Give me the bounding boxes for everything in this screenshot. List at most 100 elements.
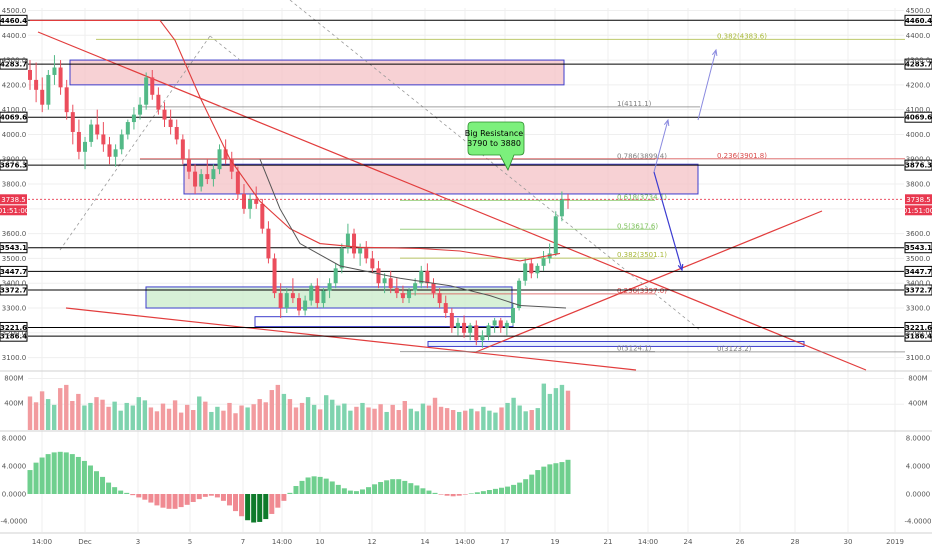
x-tick: 3 [136,538,140,546]
candle-body [254,198,259,204]
volume-bar [215,406,220,430]
moving-average-layer [30,19,567,309]
candle-body [138,104,143,115]
y-tick-left: 3800.0 [2,181,27,189]
level-tag-right-text: 3543.1 [905,244,932,252]
candle-body [303,300,308,311]
y-tick-left: 4200.0 [2,81,27,89]
candle-body [76,131,81,152]
candle-body [186,159,191,172]
oscillator-bar [93,471,99,494]
volume-bar [463,410,468,430]
volume-bar [88,402,93,430]
candle-body [480,335,485,341]
level-tag-right [904,330,932,342]
volume-bar [287,399,293,430]
candle-body [211,169,216,180]
volume-bar [106,406,111,430]
oscillator-bar [366,487,372,494]
oscillator-bar [136,494,142,498]
volume-bar [124,402,129,430]
oscillator-bar [208,494,214,496]
oscillator-bar [535,470,541,494]
candle-body [217,149,222,170]
oscillator-bar [480,491,486,494]
volume-bar [311,404,317,430]
oscillator-bar [245,494,251,521]
candle-body [174,127,179,140]
volume-bar [299,402,305,430]
dashed-guide [209,35,241,61]
y-tick-right: 4400.0 [906,32,931,40]
oscillator-bar [87,465,93,494]
oscillator-bar [474,492,480,494]
volume-bar [293,407,299,430]
x-tick: Dec [78,538,92,546]
oscillator-bar [275,494,281,508]
oscillator-bar [233,494,239,512]
resistance-zone [183,163,699,195]
level-tag-right-text: 4069.6 [905,114,932,122]
oscillator-bar [359,489,365,494]
candle-body [272,258,277,294]
y-tick-right: 3500.0 [906,255,931,263]
fib-label: 1(4111.1) [617,100,652,108]
level-tag-right [904,58,932,70]
candle-body [559,198,564,217]
oscillator-bar [293,486,299,494]
osc-tick-left: -4.0000 [0,518,27,526]
level-tag-right [904,284,932,296]
candle-body [113,149,118,157]
oscillator-bar [317,476,323,494]
oscillator-bar [118,490,124,494]
level-tag-left [0,330,28,342]
osc-tick-right: -4.0000 [904,518,931,526]
volume-bar [64,384,69,430]
oscillator-bar [438,494,444,495]
candle-body [407,290,412,299]
volume-bar [257,399,262,430]
oscillator-bar [81,460,87,494]
volume-bar [559,384,565,430]
arrow-up-2-head [711,48,718,57]
x-tick: 2019 [886,538,904,546]
oscillator-bar [384,480,390,494]
volume-bar [58,388,63,430]
x-tick: 10 [316,538,325,546]
y-tick-right: 3100.0 [906,354,931,362]
oscillator-bar [553,463,559,494]
volume-bar [305,397,311,430]
candle-body [229,159,234,172]
oscillator-bar [75,456,81,494]
y-tick-right: 4500.0 [906,7,931,15]
ascending-trendline [475,210,823,353]
candle-body [284,293,289,309]
volume-bar [324,395,329,430]
volume-bar [541,383,547,430]
x-tick: 17 [501,538,510,546]
oscillator-bar [347,490,353,494]
oscillator-bar [547,464,553,494]
candle-body [180,139,185,160]
candle-body [46,74,51,105]
level-tag-right [904,159,932,171]
osc-tick-left: 4.0000 [2,463,27,471]
oscillator-bar [281,494,287,501]
oscillator-bar [142,494,148,500]
volume-bar [154,411,160,430]
candle-body [260,203,265,229]
volume-bar [160,403,166,430]
volume-bar [444,408,450,430]
countdown-tag-right [905,205,932,216]
volume-bar [493,412,498,430]
vol-tick-right: 800M [908,375,927,383]
volume-bar [553,388,559,430]
level-tag-left-text: 3447.7 [0,268,27,276]
candle-body [376,268,381,284]
volume-bar [233,413,238,430]
oscillator-bar [269,494,275,514]
fib-label: 0(3123.2) [717,345,752,353]
candle-body [119,134,124,150]
resistance-callout[interactable]: Big Resistance 3790 to 3880 [465,121,525,171]
